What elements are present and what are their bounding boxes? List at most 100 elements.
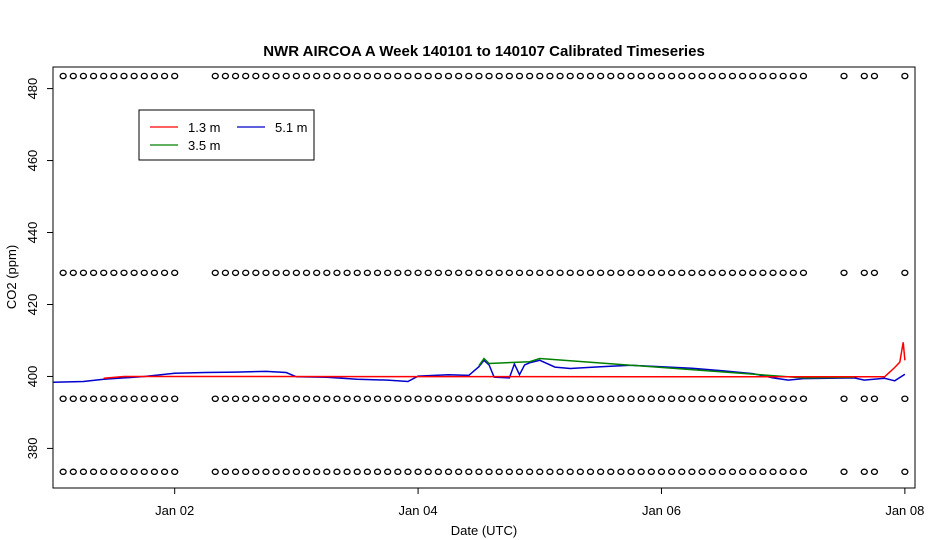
sample-marker-point	[444, 395, 453, 403]
sample-marker-point	[89, 269, 98, 277]
sample-marker-point	[556, 468, 564, 476]
sample-marker-point	[525, 269, 534, 277]
sample-marker-point	[262, 395, 270, 403]
sample-marker-point	[363, 269, 372, 277]
series-line-5-1-m	[52, 359, 906, 383]
sample-marker-point	[566, 395, 574, 403]
sample-marker-point	[485, 269, 493, 277]
sample-marker-point	[617, 395, 625, 403]
sample-marker-point	[353, 269, 361, 277]
sample-marker-point	[708, 269, 716, 277]
sample-marker-point	[698, 468, 706, 476]
sample-marker-point	[363, 468, 372, 476]
sample-marker-point	[353, 395, 361, 403]
sample-marker-point	[252, 468, 260, 476]
sample-marker-point	[465, 269, 473, 277]
sample-marker-point	[59, 269, 67, 277]
sample-marker-point	[485, 72, 493, 80]
sample-marker-point	[353, 72, 361, 80]
series-line-1-3-m	[103, 342, 906, 380]
legend: 1.3 m 3.5 m 5.1 m	[138, 109, 315, 161]
sample-marker-point	[100, 269, 108, 277]
sample-marker-point	[667, 72, 676, 80]
sample-marker-point	[576, 269, 584, 277]
x-tick-label: Jan 08	[885, 503, 924, 518]
sample-marker-point	[465, 72, 473, 80]
sample-marker-point	[100, 395, 108, 403]
sample-marker-point	[860, 269, 868, 277]
sample-marker-point	[536, 468, 544, 476]
sample-marker-point	[769, 395, 777, 403]
sample-marker-point	[657, 395, 666, 403]
sample-marker-point	[657, 468, 666, 476]
sample-marker-point	[343, 468, 351, 476]
sample-marker-point	[647, 468, 655, 476]
sample-marker-point	[728, 269, 737, 277]
sample-marker-point	[69, 269, 77, 277]
sample-marker-point	[536, 72, 544, 80]
sample-marker-point	[566, 72, 574, 80]
sample-marker-point	[475, 72, 483, 80]
sample-marker-point	[657, 72, 666, 80]
legend-box	[138, 109, 315, 161]
sample-marker-point	[860, 72, 868, 80]
sample-marker-point	[120, 468, 128, 476]
sample-marker-point	[769, 468, 777, 476]
sample-marker-point	[434, 72, 443, 80]
sample-marker-point	[779, 269, 787, 277]
sample-marker-point	[394, 395, 402, 403]
sample-marker-point	[525, 468, 534, 476]
sample-markers	[59, 72, 909, 476]
sample-marker-point	[505, 72, 514, 80]
sample-marker-point	[140, 395, 148, 403]
sample-marker-point	[100, 72, 108, 80]
sample-marker-point	[110, 468, 118, 476]
sample-marker-point	[242, 72, 250, 80]
series-line-3-5-m	[478, 357, 855, 379]
sample-marker-point	[728, 72, 737, 80]
sample-marker-point	[840, 72, 848, 80]
sample-marker-point	[150, 395, 159, 403]
sample-marker-point	[799, 468, 808, 476]
sample-marker-point	[637, 72, 645, 80]
sample-marker-point	[404, 269, 412, 277]
sample-marker-point	[586, 269, 595, 277]
legend-label: 3.5 m	[188, 138, 221, 153]
sample-marker-point	[211, 468, 219, 476]
sample-marker-point	[110, 395, 118, 403]
y-tick-label: 400	[25, 366, 40, 388]
sample-marker-point	[870, 72, 879, 80]
sample-marker-point	[627, 468, 635, 476]
sample-marker-point	[313, 72, 321, 80]
sample-marker-point	[576, 72, 584, 80]
sample-marker-point	[860, 395, 868, 403]
sample-marker-point	[171, 468, 179, 476]
sample-marker-point	[901, 269, 909, 277]
sample-marker-point	[414, 395, 422, 403]
sample-marker-point	[546, 468, 554, 476]
sample-marker-point	[404, 395, 412, 403]
sample-marker-point	[343, 395, 351, 403]
sample-marker-point	[556, 269, 564, 277]
sample-marker-point	[59, 395, 67, 403]
sample-marker-point	[667, 468, 676, 476]
sample-marker-point	[160, 395, 169, 403]
sample-marker-point	[282, 72, 290, 80]
sample-marker-point	[262, 269, 270, 277]
sample-marker-point	[302, 72, 311, 80]
sample-marker-point	[221, 72, 230, 80]
sample-marker-point	[536, 395, 544, 403]
sample-marker-point	[282, 395, 290, 403]
sample-marker-point	[363, 395, 372, 403]
sample-marker-point	[394, 468, 402, 476]
sample-marker-point	[231, 468, 240, 476]
sample-marker-point	[69, 468, 77, 476]
sample-marker-point	[596, 468, 605, 476]
sample-marker-point	[546, 395, 554, 403]
sample-marker-point	[667, 269, 676, 277]
sample-marker-point	[678, 269, 686, 277]
sample-marker-point	[870, 468, 879, 476]
sample-marker-point	[607, 72, 615, 80]
y-tick-label: 440	[25, 222, 40, 244]
sample-marker-point	[688, 269, 696, 277]
